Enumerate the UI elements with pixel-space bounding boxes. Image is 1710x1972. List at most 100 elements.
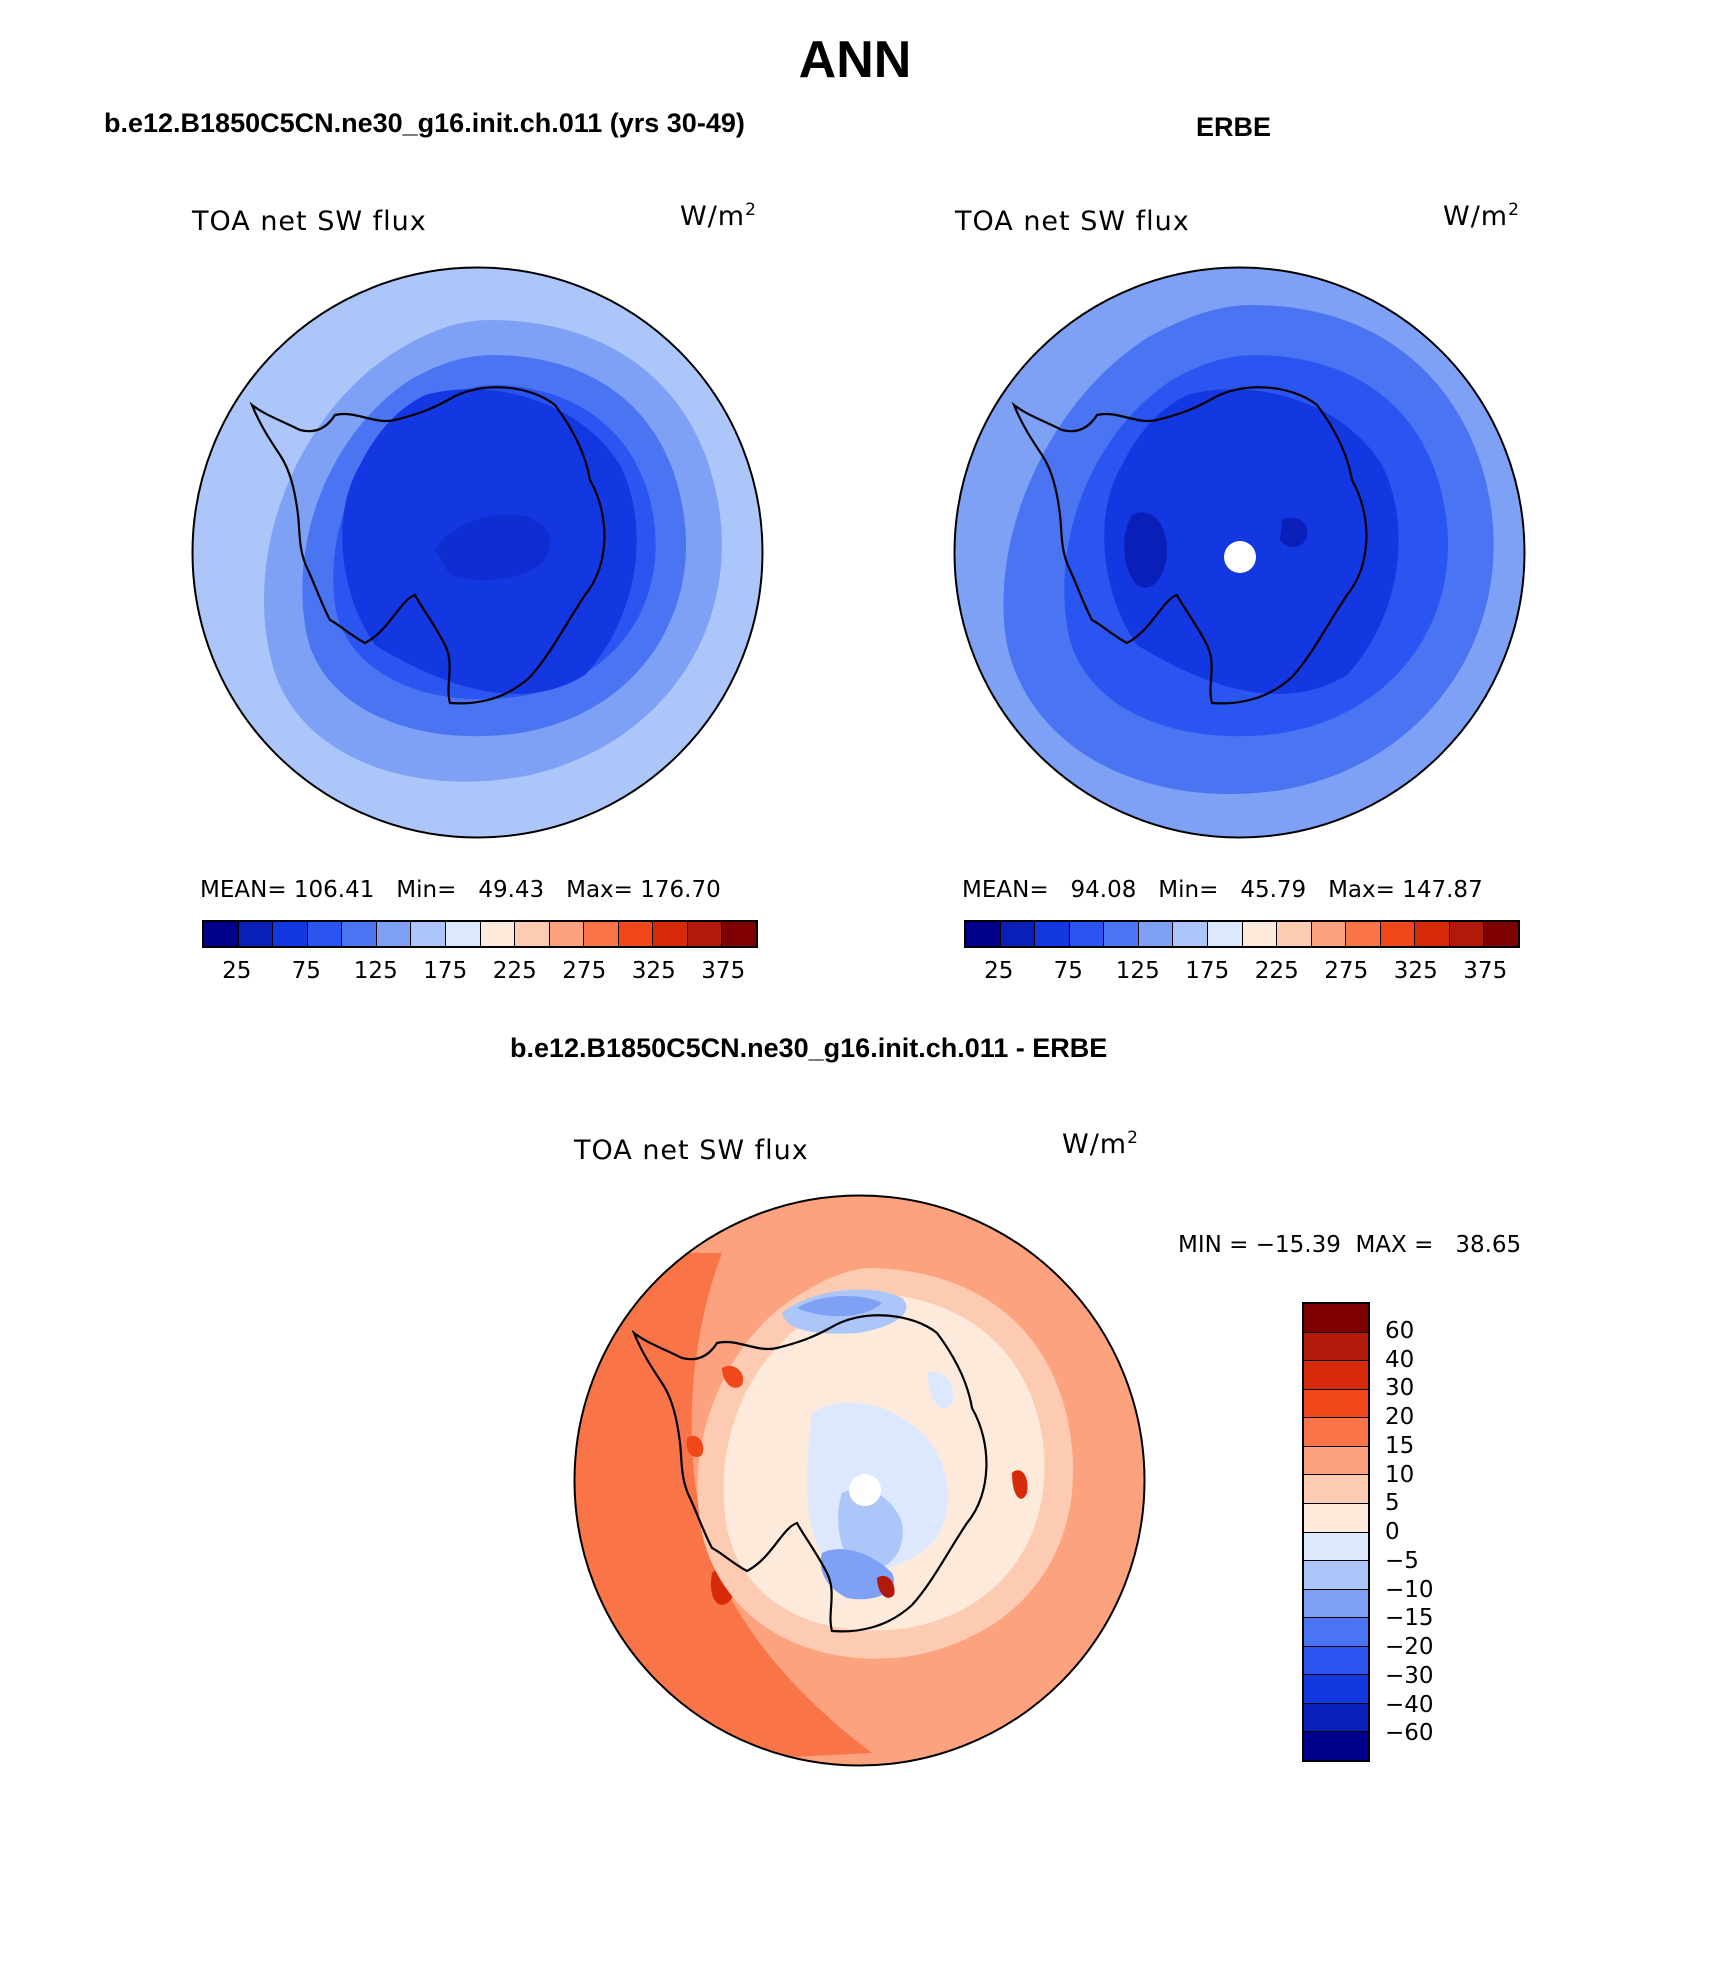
left-panel-case-title: b.e12.B1850C5CN.ne30_g16.init.ch.011 (yr…: [104, 108, 745, 138]
right-units-label: W/m2: [1443, 200, 1520, 232]
colorbar-swatch: [1138, 922, 1174, 946]
left-colorbar: [202, 920, 758, 948]
colorbar-swatch: [722, 922, 756, 946]
colorbar-tick-label: −60: [1385, 1720, 1434, 1747]
colorbar-swatch: [618, 922, 654, 946]
colorbar-swatch: [1304, 1361, 1368, 1390]
colorbar-swatch: [1207, 922, 1243, 946]
colorbar-swatch: [307, 922, 343, 946]
colorbar-tick-label: 30: [1385, 1375, 1415, 1402]
colorbar-swatch: [480, 922, 516, 946]
colorbar-tick-label: 275: [562, 958, 607, 984]
left-colorbar-ticks: 25 75 125 175 225 275 325 375: [202, 958, 758, 988]
right-colorbar-ticks: 25 75 125 175 225 275 325 375: [964, 958, 1520, 988]
left-stats-text: MEAN= 106.41 Min= 49.43 Max= 176.70: [200, 877, 721, 903]
colorbar-swatch: [1304, 1446, 1368, 1476]
colorbar-swatch: [1484, 922, 1518, 946]
colorbar-swatch: [687, 922, 723, 946]
colorbar-tick-label: −20: [1385, 1634, 1434, 1660]
right-colorbar: [964, 920, 1520, 948]
colorbar-swatch: [238, 922, 274, 946]
colorbar-tick-label: 25: [984, 958, 1014, 984]
colorbar-swatch: [1304, 1589, 1368, 1619]
colorbar-swatch: [1069, 922, 1105, 946]
colorbar-swatch: [1304, 1675, 1368, 1704]
left-units-label: W/m2: [680, 200, 757, 232]
colorbar-swatch: [1035, 922, 1070, 946]
colorbar-swatch: [653, 922, 688, 946]
colorbar-tick-label: 20: [1385, 1404, 1415, 1430]
colorbar-swatch: [1311, 922, 1347, 946]
colorbar-tick-label: 325: [1393, 958, 1438, 984]
colorbar-swatch: [515, 922, 550, 946]
colorbar-swatch: [1304, 1532, 1368, 1562]
colorbar-swatch: [411, 922, 446, 946]
colorbar-tick-label: 10: [1385, 1461, 1415, 1488]
colorbar-tick-label: 225: [1254, 958, 1299, 984]
left-antarctica-coastline: [249, 386, 606, 705]
colorbar-swatch: [1380, 922, 1416, 946]
colorbar-swatch: [1304, 1389, 1368, 1419]
colorbar-tick-label: −10: [1385, 1576, 1434, 1603]
colorbar-tick-label: 175: [1185, 958, 1230, 984]
colorbar-tick-label: 375: [701, 958, 746, 984]
diff-minmax-text: MIN = −15.39 MAX = 38.65: [1178, 1232, 1522, 1258]
colorbar-swatch: [1304, 1561, 1368, 1590]
colorbar-tick-label: −40: [1385, 1691, 1434, 1718]
colorbar-swatch: [1173, 922, 1208, 946]
colorbar-swatch: [1449, 922, 1485, 946]
colorbar-swatch: [1304, 1618, 1368, 1647]
right-panel-case-title: ERBE: [1196, 112, 1272, 142]
page-title: ANN: [798, 31, 912, 89]
diff-antarctica-coastline: [631, 1314, 988, 1633]
colorbar-swatch: [584, 922, 619, 946]
diff-field-label: TOA net SW flux: [574, 1135, 809, 1166]
colorbar-swatch: [273, 922, 308, 946]
colorbar-tick-label: −15: [1385, 1605, 1434, 1632]
right-stats-text: MEAN= 94.08 Min= 45.79 Max= 147.87: [962, 877, 1483, 903]
right-antarctica-coastline: [1011, 386, 1368, 705]
diff-polar-map: [573, 1194, 1146, 1767]
colorbar-swatch: [966, 922, 1001, 946]
colorbar-tick-label: 325: [631, 958, 676, 984]
colorbar-swatch: [1304, 1332, 1368, 1362]
colorbar-swatch: [1304, 1703, 1368, 1733]
colorbar-tick-label: 40: [1385, 1346, 1415, 1373]
colorbar-tick-label: 175: [423, 958, 468, 984]
colorbar-swatch: [1415, 922, 1450, 946]
left-field-label: TOA net SW flux: [192, 206, 427, 237]
colorbar-swatch: [1346, 922, 1381, 946]
colorbar-tick-label: 125: [353, 958, 398, 984]
colorbar-swatch: [1242, 922, 1278, 946]
right-field-label: TOA net SW flux: [955, 206, 1190, 237]
colorbar-tick-label: −5: [1385, 1547, 1419, 1574]
colorbar-swatch: [1000, 922, 1036, 946]
colorbar-swatch: [1277, 922, 1312, 946]
colorbar-tick-label: 5: [1385, 1490, 1400, 1517]
colorbar-tick-label: 75: [1053, 958, 1083, 984]
colorbar-tick-label: 15: [1385, 1432, 1415, 1459]
colorbar-tick-label: 225: [492, 958, 537, 984]
colorbar-swatch: [376, 922, 412, 946]
right-polar-map: [953, 266, 1526, 839]
colorbar-swatch: [1104, 922, 1139, 946]
colorbar-swatch: [1304, 1418, 1368, 1447]
colorbar-tick-label: 25: [222, 958, 252, 984]
colorbar-swatch: [342, 922, 377, 946]
colorbar-tick-label: 275: [1324, 958, 1369, 984]
colorbar-swatch: [445, 922, 481, 946]
diff-units-label: W/m2: [1062, 1128, 1139, 1160]
colorbar-swatch: [1304, 1304, 1368, 1333]
colorbar-tick-label: 375: [1463, 958, 1508, 984]
colorbar-tick-label: 0: [1385, 1519, 1400, 1545]
colorbar-swatch: [549, 922, 585, 946]
colorbar-tick-label: −30: [1385, 1662, 1434, 1689]
colorbar-tick-label: 60: [1385, 1317, 1415, 1344]
colorbar-swatch: [204, 922, 239, 946]
colorbar-swatch: [1304, 1646, 1368, 1676]
colorbar-tick-label: 75: [291, 958, 321, 984]
colorbar-tick-label: 125: [1115, 958, 1160, 984]
colorbar-swatch: [1304, 1732, 1368, 1760]
colorbar-swatch: [1304, 1475, 1368, 1504]
left-polar-map: [191, 266, 764, 839]
